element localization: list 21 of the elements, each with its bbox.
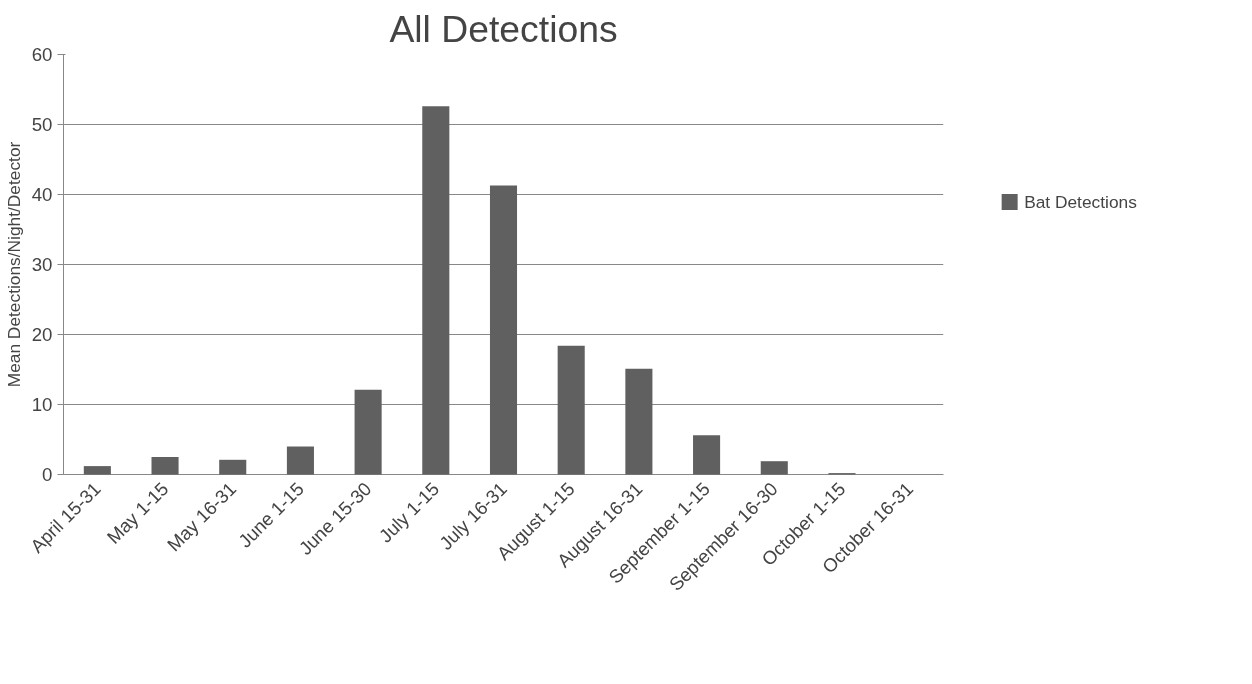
legend-label: Bat Detections [1024,191,1137,212]
bar [151,457,179,475]
bar [422,106,450,475]
bar [760,461,788,475]
y-tick-label: 60 [31,44,53,65]
y-axis-title: Mean Detections/Night/Detector [3,141,24,388]
bar [83,466,111,475]
y-tick-label: 40 [31,184,53,205]
bar [625,368,653,475]
y-tick-label: 30 [31,254,53,275]
bar [489,185,518,475]
y-tick-label: 50 [31,114,53,135]
bar [693,435,721,475]
y-tick-label: 20 [31,324,53,345]
bar [557,345,585,475]
bar [219,459,247,475]
y-tick-label: 0 [42,464,53,485]
y-tick-label: 10 [31,394,53,415]
chart-title: All Detections [389,7,618,50]
bar [286,446,314,475]
bar [354,389,382,475]
